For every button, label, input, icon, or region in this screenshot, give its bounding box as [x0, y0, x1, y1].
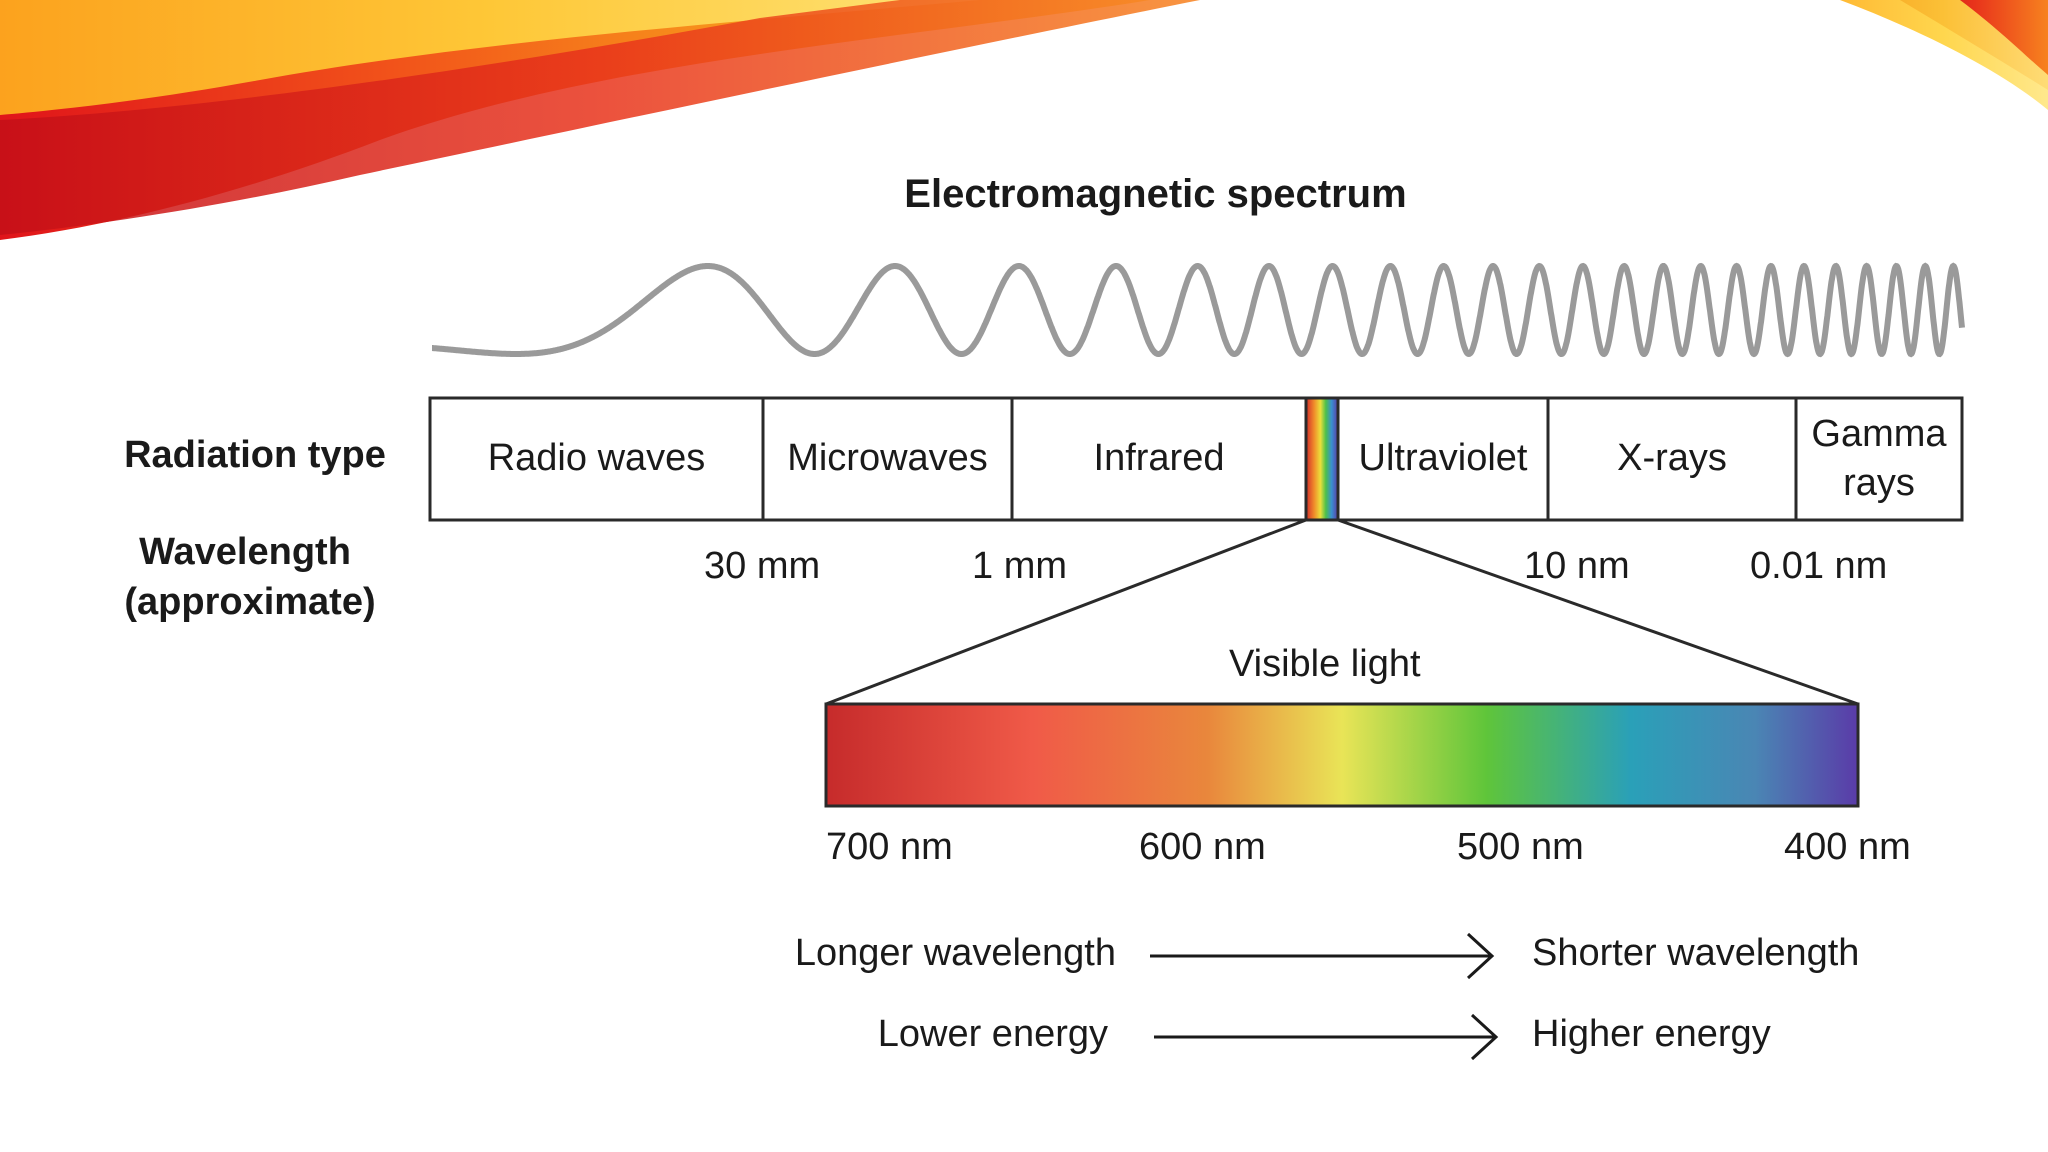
wavelength-10nm: 10 nm: [1524, 545, 1630, 587]
wavelength-0-01nm: 0.01 nm: [1750, 545, 1888, 587]
decorative-swoosh: [0, 0, 2048, 240]
tick-600nm: 600 nm: [1139, 826, 1266, 868]
tick-500nm: 500 nm: [1457, 826, 1584, 868]
zoom-line-left: [825, 518, 1307, 706]
arrowhead-icon: [1470, 1013, 1499, 1061]
cell-ultraviolet: Ultraviolet: [1358, 437, 1528, 480]
diagram-title: Electromagnetic spectrum: [904, 172, 1407, 216]
tick-400nm: 400 nm: [1784, 826, 1911, 868]
visible-spectrum-bar: [824, 702, 1860, 808]
wavelength-sublabel: (approximate): [124, 581, 376, 623]
wavelength-label: Wavelength: [139, 531, 351, 573]
wavelength-1mm: 1 mm: [972, 545, 1067, 587]
cell-microwaves: Microwaves: [787, 437, 988, 480]
zoom-line-right: [1337, 518, 1859, 706]
radiation-box: [428, 396, 1964, 522]
tick-700nm: 700 nm: [826, 826, 953, 868]
lower-energy-label: Lower energy: [877, 1013, 1108, 1055]
wave-curve: [431, 262, 1965, 358]
shorter-wavelength-label: Shorter wavelength: [1532, 932, 1860, 974]
cell-infrared: Infrared: [1093, 437, 1225, 480]
visible-band-mini: [1304, 396, 1340, 522]
cell-radio-waves: Radio waves: [487, 437, 706, 480]
cell-x-rays: X-rays: [1617, 437, 1727, 480]
radiation-type-label: Radiation type: [124, 434, 386, 476]
longer-wavelength-label: Longer wavelength: [794, 932, 1116, 974]
wavelength-30mm: 30 mm: [704, 545, 821, 587]
cell-gamma-rays: Gamma rays: [1811, 412, 1947, 504]
arrowhead-icon: [1466, 932, 1495, 980]
higher-energy-label: Higher energy: [1532, 1013, 1771, 1055]
visible-light-label: Visible light: [1229, 643, 1421, 685]
